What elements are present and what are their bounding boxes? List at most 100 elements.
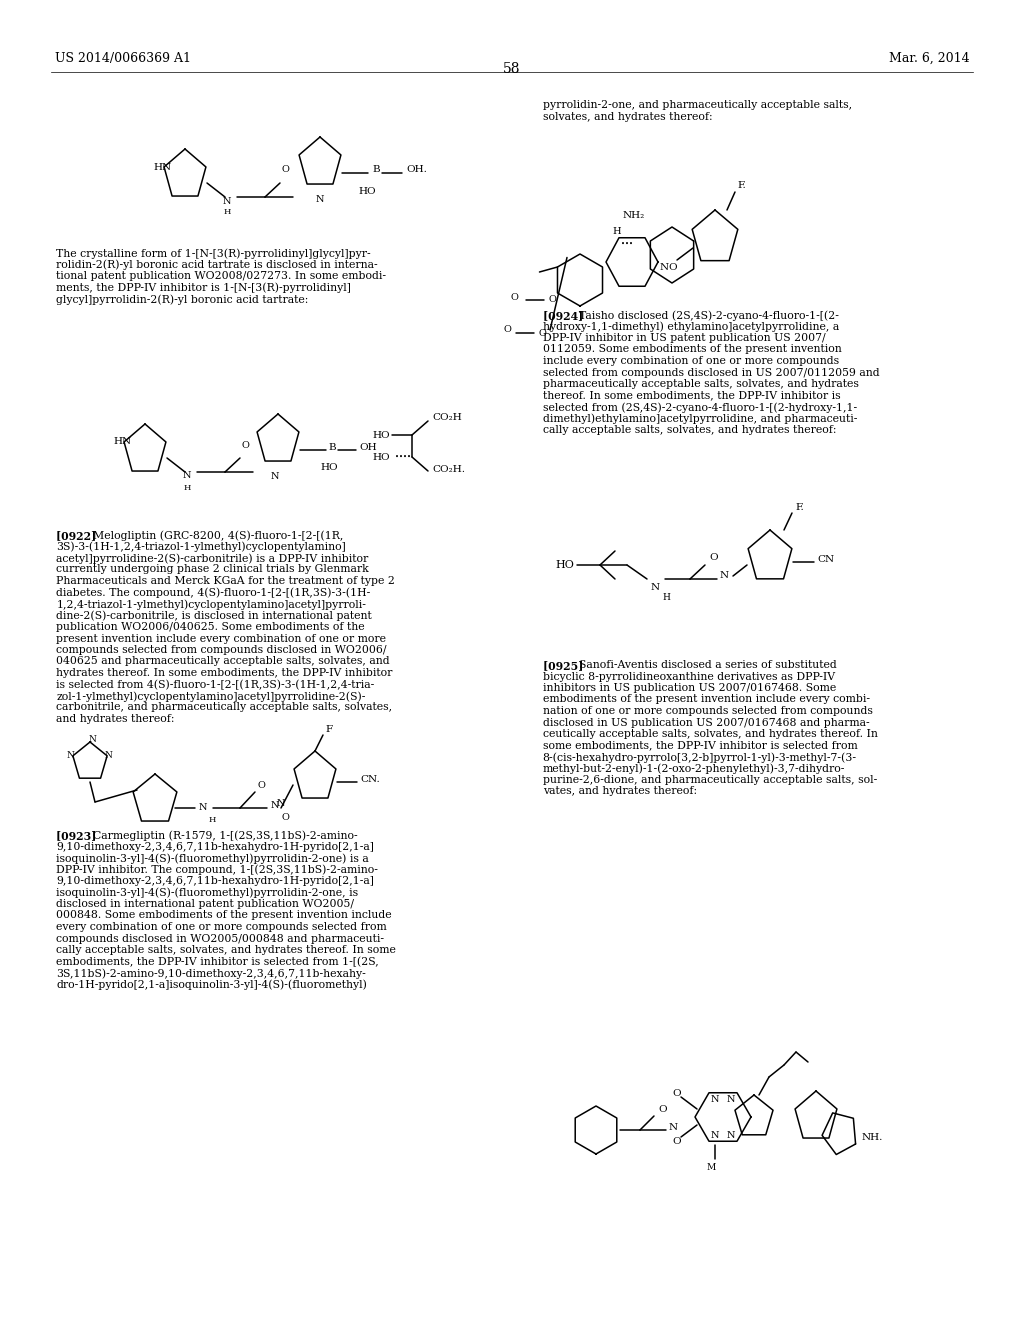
Text: is selected from 4(S)-fluoro-1-[2-[(1R,3S)-3-(1H-1,2,4-tria-: is selected from 4(S)-fluoro-1-[2-[(1R,3… xyxy=(56,680,375,690)
Text: Taisho disclosed (2S,4S)-2-cyano-4-fluoro-1-[(2-: Taisho disclosed (2S,4S)-2-cyano-4-fluor… xyxy=(580,310,839,321)
Text: NH₂: NH₂ xyxy=(623,211,645,220)
Text: dine-2(S)-carbonitrile, is disclosed in international patent: dine-2(S)-carbonitrile, is disclosed in … xyxy=(56,610,372,622)
Text: cally acceptable salts, solvates, and hydrates thereof. In some: cally acceptable salts, solvates, and hy… xyxy=(56,945,396,954)
Text: OH.: OH. xyxy=(406,165,427,174)
Text: The crystalline form of 1-[N-[3(R)-pyrrolidinyl]glycyl]pyr-: The crystalline form of 1-[N-[3(R)-pyrro… xyxy=(56,248,371,259)
Text: O: O xyxy=(548,296,556,305)
Text: [0924]: [0924] xyxy=(543,310,587,321)
Text: N: N xyxy=(199,804,208,813)
Text: publication WO2006/040625. Some embodiments of the: publication WO2006/040625. Some embodime… xyxy=(56,622,365,632)
Text: O: O xyxy=(673,1137,681,1146)
Text: embodiments, the DPP-IV inhibitor is selected from 1-[(2S,: embodiments, the DPP-IV inhibitor is sel… xyxy=(56,957,379,966)
Text: DPP-IV inhibitor. The compound, 1-[(2S,3S,11bS)-2-amino-: DPP-IV inhibitor. The compound, 1-[(2S,3… xyxy=(56,865,378,875)
Text: N: N xyxy=(67,751,74,760)
Text: 58: 58 xyxy=(503,62,521,77)
Text: [0922]: [0922] xyxy=(56,531,100,541)
Text: 3S,11bS)-2-amino-9,10-dimethoxy-2,3,4,6,7,11b-hexahy-: 3S,11bS)-2-amino-9,10-dimethoxy-2,3,4,6,… xyxy=(56,968,366,978)
Text: acetyl]pyrrolidine-2(S)-carbonitrile) is a DPP-IV inhibitor: acetyl]pyrrolidine-2(S)-carbonitrile) is… xyxy=(56,553,369,564)
Text: carbonitrile, and pharmaceutically acceptable salts, solvates,: carbonitrile, and pharmaceutically accep… xyxy=(56,702,392,713)
Text: isoquinolin-3-yl]-4(S)-(fluoromethyl)pyrrolidin-2-one, is: isoquinolin-3-yl]-4(S)-(fluoromethyl)pyr… xyxy=(56,887,358,898)
Text: US 2014/0066369 A1: US 2014/0066369 A1 xyxy=(55,51,191,65)
Text: HO: HO xyxy=(358,186,376,195)
Text: selected from compounds disclosed in US 2007/0112059 and: selected from compounds disclosed in US … xyxy=(543,367,880,378)
Text: Sanofi-Aventis disclosed a series of substituted: Sanofi-Aventis disclosed a series of sub… xyxy=(580,660,837,671)
Text: pyrrolidin-2-one, and pharmaceutically acceptable salts,: pyrrolidin-2-one, and pharmaceutically a… xyxy=(543,100,852,110)
Text: O: O xyxy=(658,1105,667,1114)
Text: O: O xyxy=(258,781,266,791)
Text: Mar. 6, 2014: Mar. 6, 2014 xyxy=(890,51,970,65)
Text: dimethyl)ethylamino]acetylpyrrolidine, and pharmaceuti-: dimethyl)ethylamino]acetylpyrrolidine, a… xyxy=(543,413,857,424)
Text: F.: F. xyxy=(795,503,804,511)
Text: every combination of one or more compounds selected from: every combination of one or more compoun… xyxy=(56,921,387,932)
Text: disclosed in international patent publication WO2005/: disclosed in international patent public… xyxy=(56,899,354,909)
Text: vates, and hydrates thereof:: vates, and hydrates thereof: xyxy=(543,787,697,796)
Text: F: F xyxy=(325,726,332,734)
Text: ceutically acceptable salts, solvates, and hydrates thereof. In: ceutically acceptable salts, solvates, a… xyxy=(543,729,878,739)
Text: 040625 and pharmaceutically acceptable salts, solvates, and: 040625 and pharmaceutically acceptable s… xyxy=(56,656,390,667)
Text: rolidin-2(R)-yl boronic acid tartrate is disclosed in interna-: rolidin-2(R)-yl boronic acid tartrate is… xyxy=(56,260,378,271)
Text: N: N xyxy=(182,471,191,480)
Text: O: O xyxy=(709,553,718,562)
Text: N: N xyxy=(727,1094,735,1104)
Text: CN.: CN. xyxy=(360,776,380,784)
Text: N: N xyxy=(315,195,325,205)
Text: HO: HO xyxy=(373,453,390,462)
Text: 0112059. Some embodiments of the present invention: 0112059. Some embodiments of the present… xyxy=(543,345,842,355)
Text: O: O xyxy=(503,326,511,334)
Text: H: H xyxy=(183,484,190,492)
Text: NH.: NH. xyxy=(862,1134,884,1143)
Text: H: H xyxy=(612,227,622,236)
Text: O: O xyxy=(669,264,677,272)
Text: Pharmaceuticals and Merck KGaA for the treatment of type 2: Pharmaceuticals and Merck KGaA for the t… xyxy=(56,576,395,586)
Text: nation of one or more compounds selected from compounds: nation of one or more compounds selected… xyxy=(543,706,872,715)
Text: N: N xyxy=(270,473,280,480)
Text: OH: OH xyxy=(359,442,377,451)
Text: N: N xyxy=(711,1130,719,1139)
Text: B: B xyxy=(328,442,336,451)
Text: HO: HO xyxy=(555,560,573,570)
Text: 8-(cis-hexahydro-pyrrolo[3,2-b]pyrrol-1-yl)-3-methyl-7-(3-: 8-(cis-hexahydro-pyrrolo[3,2-b]pyrrol-1-… xyxy=(543,752,857,763)
Text: B: B xyxy=(372,165,380,174)
Text: include every combination of one or more compounds: include every combination of one or more… xyxy=(543,356,839,366)
Text: N: N xyxy=(104,751,112,760)
Text: hydroxy-1,1-dimethyl) ethylamino]acetylpyrrolidine, a: hydroxy-1,1-dimethyl) ethylamino]acetylp… xyxy=(543,322,839,333)
Text: tional patent publication WO2008/027273. In some embodi-: tional patent publication WO2008/027273.… xyxy=(56,271,386,281)
Text: O: O xyxy=(673,1089,681,1097)
Text: compounds selected from compounds disclosed in WO2006/: compounds selected from compounds disclo… xyxy=(56,645,387,655)
Text: CN: CN xyxy=(817,554,835,564)
Text: O: O xyxy=(538,329,546,338)
Text: currently undergoing phase 2 clinical trials by Glenmark: currently undergoing phase 2 clinical tr… xyxy=(56,565,369,574)
Text: N: N xyxy=(720,572,729,581)
Text: N: N xyxy=(711,1094,719,1104)
Text: embodiments of the present invention include every combi-: embodiments of the present invention inc… xyxy=(543,694,869,705)
Text: HO: HO xyxy=(319,463,338,473)
Text: dro-1H-pyrido[2,1-a]isoquinolin-3-yl]-4(S)-(fluoromethyl): dro-1H-pyrido[2,1-a]isoquinolin-3-yl]-4(… xyxy=(56,979,368,990)
Text: 9,10-dimethoxy-2,3,4,6,7,11b-hexahydro-1H-pyrido[2,1-a]: 9,10-dimethoxy-2,3,4,6,7,11b-hexahydro-1… xyxy=(56,876,374,886)
Text: 000848. Some embodiments of the present invention include: 000848. Some embodiments of the present … xyxy=(56,911,392,920)
Text: selected from (2S,4S)-2-cyano-4-fluoro-1-[(2-hydroxy-1,1-: selected from (2S,4S)-2-cyano-4-fluoro-1… xyxy=(543,403,857,413)
Text: H: H xyxy=(223,209,230,216)
Text: bicyclic 8-pyrrolidineoxanthine derivatives as DPP-IV: bicyclic 8-pyrrolidineoxanthine derivati… xyxy=(543,672,835,681)
Text: HN: HN xyxy=(113,437,131,446)
Text: pharmaceutically acceptable salts, solvates, and hydrates: pharmaceutically acceptable salts, solva… xyxy=(543,379,858,389)
Text: purine-2,6-dione, and pharmaceutically acceptable salts, sol-: purine-2,6-dione, and pharmaceutically a… xyxy=(543,775,877,785)
Text: 1,2,4-triazol-1-ylmethyl)cyclopentylamino]acetyl]pyrroli-: 1,2,4-triazol-1-ylmethyl)cyclopentylamin… xyxy=(56,599,367,610)
Text: [0925]: [0925] xyxy=(543,660,587,671)
Text: N: N xyxy=(660,263,669,272)
Text: isoquinolin-3-yl]-4(S)-(fluoromethyl)pyrrolidin-2-one) is a: isoquinolin-3-yl]-4(S)-(fluoromethyl)pyr… xyxy=(56,853,369,863)
Text: •••: ••• xyxy=(621,240,633,248)
Text: inhibitors in US publication US 2007/0167468. Some: inhibitors in US publication US 2007/016… xyxy=(543,682,836,693)
Text: N: N xyxy=(271,800,280,809)
Text: N: N xyxy=(727,1130,735,1139)
Text: glycyl]pyrrolidin-2(R)-yl boronic acid tartrate:: glycyl]pyrrolidin-2(R)-yl boronic acid t… xyxy=(56,294,308,305)
Text: HN: HN xyxy=(153,162,171,172)
Text: 3S)-3-(1H-1,2,4-triazol-1-ylmethyl)cyclopentylamino]: 3S)-3-(1H-1,2,4-triazol-1-ylmethyl)cyclo… xyxy=(56,541,346,552)
Text: O: O xyxy=(281,165,289,174)
Text: DPP-IV inhibitor in US patent publication US 2007/: DPP-IV inhibitor in US patent publicatio… xyxy=(543,333,825,343)
Text: M: M xyxy=(707,1163,716,1172)
Text: CO₂H.: CO₂H. xyxy=(432,466,465,474)
Text: N: N xyxy=(651,582,660,591)
Text: compounds disclosed in WO2005/000848 and pharmaceuti-: compounds disclosed in WO2005/000848 and… xyxy=(56,933,384,944)
Text: 9,10-dimethoxy-2,3,4,6,7,11b-hexahydro-1H-pyrido[2,1-a]: 9,10-dimethoxy-2,3,4,6,7,11b-hexahydro-1… xyxy=(56,842,374,851)
Text: O: O xyxy=(281,813,289,822)
